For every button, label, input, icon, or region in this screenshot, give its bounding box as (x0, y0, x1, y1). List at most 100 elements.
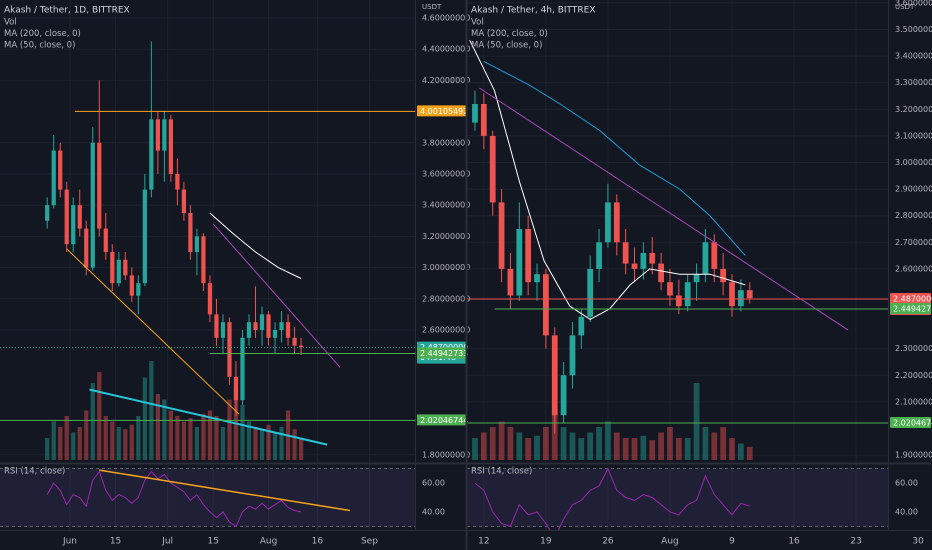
volume-bar (207, 410, 213, 460)
rsi-tick-label: 60.00 (895, 479, 918, 488)
x-tick-label: 16 (312, 537, 324, 547)
volume-bar (181, 421, 187, 460)
plot (467, 0, 888, 530)
candle-body (246, 322, 252, 338)
x-tick-label: Aug (260, 537, 278, 547)
candle-body (702, 242, 709, 275)
candle-body (596, 242, 602, 269)
volume-bar (298, 438, 304, 460)
candle-body (613, 202, 620, 243)
volume-bar (279, 427, 284, 460)
trendline (479, 87, 849, 331)
candle-body (560, 375, 567, 416)
y-tick-label: 4.40000000 (422, 45, 470, 54)
candle-body (693, 274, 700, 283)
candle-body (489, 135, 496, 203)
volume-bar (525, 438, 532, 460)
ma-line (469, 39, 746, 320)
candle-body (525, 229, 532, 283)
y-tick-label: 2.20000000 (895, 371, 932, 380)
y-tick-label: 1.90000000 (895, 451, 932, 460)
candle-body (729, 282, 735, 307)
volume-bar (737, 443, 744, 460)
candle-body (472, 103, 478, 123)
candle-body (569, 335, 576, 376)
volume-bar (142, 377, 147, 460)
candle-body (684, 282, 691, 307)
y-tick-label: 3.10000000 (895, 131, 932, 140)
y-tick-label: 2.90000000 (895, 185, 932, 194)
volume-bar (489, 427, 496, 460)
candle-body (720, 268, 727, 283)
price-label: 2.44942733 (893, 304, 932, 313)
rsi-tick-label: 40.00 (422, 507, 445, 516)
volume-bar (693, 383, 700, 460)
y-tick-label: 3.60000000 (422, 169, 470, 178)
candle-body (746, 290, 753, 299)
price-label-box (417, 105, 466, 117)
y-tick-label: 4.60000000 (422, 13, 470, 22)
y-tick-label: 3.60000000 (895, 0, 932, 7)
price-label: 2.02046744 (420, 416, 468, 425)
candle-body (240, 337, 245, 401)
candle-body (266, 314, 271, 338)
candle-body (194, 236, 200, 252)
candle-body (84, 228, 89, 268)
candle-body (233, 376, 239, 401)
price-label-box (890, 302, 931, 314)
x-tick-label: 26 (602, 537, 614, 547)
volume-bar (613, 432, 620, 460)
volume-bar (507, 427, 514, 460)
volume-bar (551, 410, 558, 460)
volume-bar (472, 438, 478, 460)
volume-bar (560, 427, 567, 460)
x-tick-label: Aug (661, 537, 679, 547)
candle-body (279, 322, 284, 330)
volume-bar (136, 416, 141, 460)
candle-body (181, 189, 187, 213)
candle-body (285, 322, 291, 338)
y-tick-label: 3.00000000 (422, 263, 470, 272)
volume-bar (123, 429, 128, 460)
volume-bar (71, 432, 76, 460)
volume-bar (97, 372, 102, 460)
candle-body (149, 119, 154, 190)
indicator-label: MA (50, close, 0) (471, 41, 542, 51)
volume-bar (51, 421, 56, 460)
candle-body (516, 229, 523, 296)
y-tick-label: 2.30000000 (895, 344, 932, 353)
volume-bar (240, 405, 245, 460)
volume-bar (214, 416, 219, 460)
volume-bar (667, 427, 673, 460)
plot (0, 0, 415, 530)
volume-bar (227, 399, 232, 460)
candle-body (136, 283, 141, 296)
candle-body (667, 282, 673, 296)
candle-body (90, 142, 95, 268)
y-tick-label: 3.40000000 (895, 52, 932, 61)
volume-bar (194, 427, 200, 460)
y-tick-label: 3.30000000 (895, 78, 932, 87)
rsi-trendline (99, 469, 351, 512)
volume-bar (534, 435, 540, 460)
candle-body (507, 268, 514, 296)
candle-body (64, 189, 69, 245)
y-unit: USDT (422, 3, 442, 11)
indicator-label: MA (200, close, 0) (4, 29, 81, 39)
candle-body (534, 274, 540, 283)
volume-bar (729, 438, 735, 460)
x-tick-label: Jun (62, 537, 77, 547)
price-label-box (417, 347, 466, 359)
volume-bar (77, 427, 82, 460)
trendline (212, 223, 341, 368)
candle-body (640, 252, 647, 269)
volume-bar (480, 432, 487, 460)
indicator-label: MA (200, close, 0) (471, 29, 548, 39)
volume-bar (684, 438, 691, 460)
rsi-band (0, 468, 415, 527)
volume-bar (45, 438, 50, 460)
indicator-label: Vol (471, 18, 484, 28)
candle-body (737, 290, 744, 307)
candle-body (578, 316, 585, 336)
